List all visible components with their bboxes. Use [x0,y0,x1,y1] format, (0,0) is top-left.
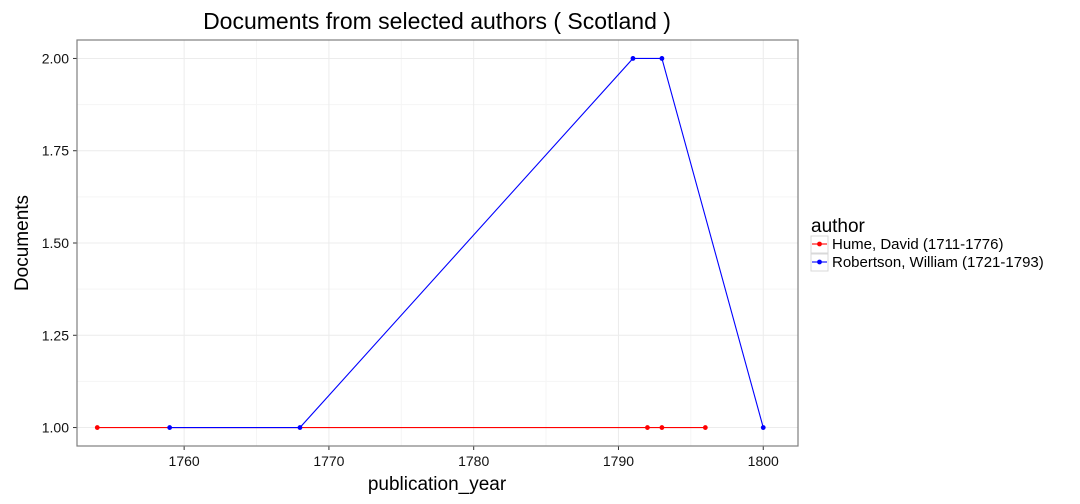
x-tick-label: 1780 [458,453,489,469]
data-point [659,425,665,430]
legend-label: Hume, David (1711-1776) [832,236,1003,253]
x-tick-label: 1770 [313,453,344,469]
data-point [645,425,650,430]
data-point [167,425,173,430]
data-point [702,425,708,430]
plot-area: 1760 1770 1780 1790 1800 1.00 1.25 1.50 1.75 2.00 [42,39,799,469]
y-tick-label: 1.50 [42,235,69,251]
x-tick-label: 1760 [169,453,200,469]
y-tick-label: 1.00 [42,420,69,436]
legend-key-point [817,259,822,265]
legend-title: author [811,216,866,237]
x-tick-label: 1800 [748,453,779,469]
chart-title: Documents from selected authors ( Scotla… [203,8,671,34]
y-tick-label: 1.25 [42,327,69,343]
x-axis-title: publication_year [368,474,507,495]
y-tick-label: 2.00 [42,50,69,66]
legend: author Hume, David (1711-1776)Robertson,… [810,216,1044,272]
y-tick-label: 1.75 [42,143,69,159]
legend-label: Robertson, William (1721-1793) [832,254,1044,271]
data-point [94,425,100,430]
data-point [297,425,303,430]
data-point [659,56,665,61]
plot-frame [76,39,799,447]
x-tick-label: 1790 [603,453,634,469]
y-axis-title: Documents [12,195,33,291]
legend-key-point [817,241,822,247]
data-point [630,56,636,61]
data-point [760,425,766,430]
